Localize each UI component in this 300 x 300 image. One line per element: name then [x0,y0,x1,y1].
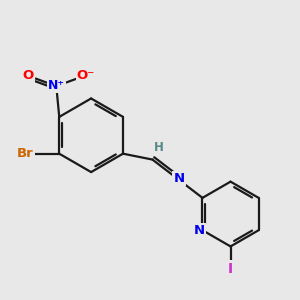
Text: N: N [194,224,205,237]
Text: N⁺: N⁺ [48,80,65,92]
Text: O⁻: O⁻ [76,69,95,82]
Text: N: N [173,172,184,185]
Text: O: O [23,69,34,82]
Text: H: H [153,141,163,154]
Text: I: I [228,262,233,275]
Text: Br: Br [17,147,34,160]
